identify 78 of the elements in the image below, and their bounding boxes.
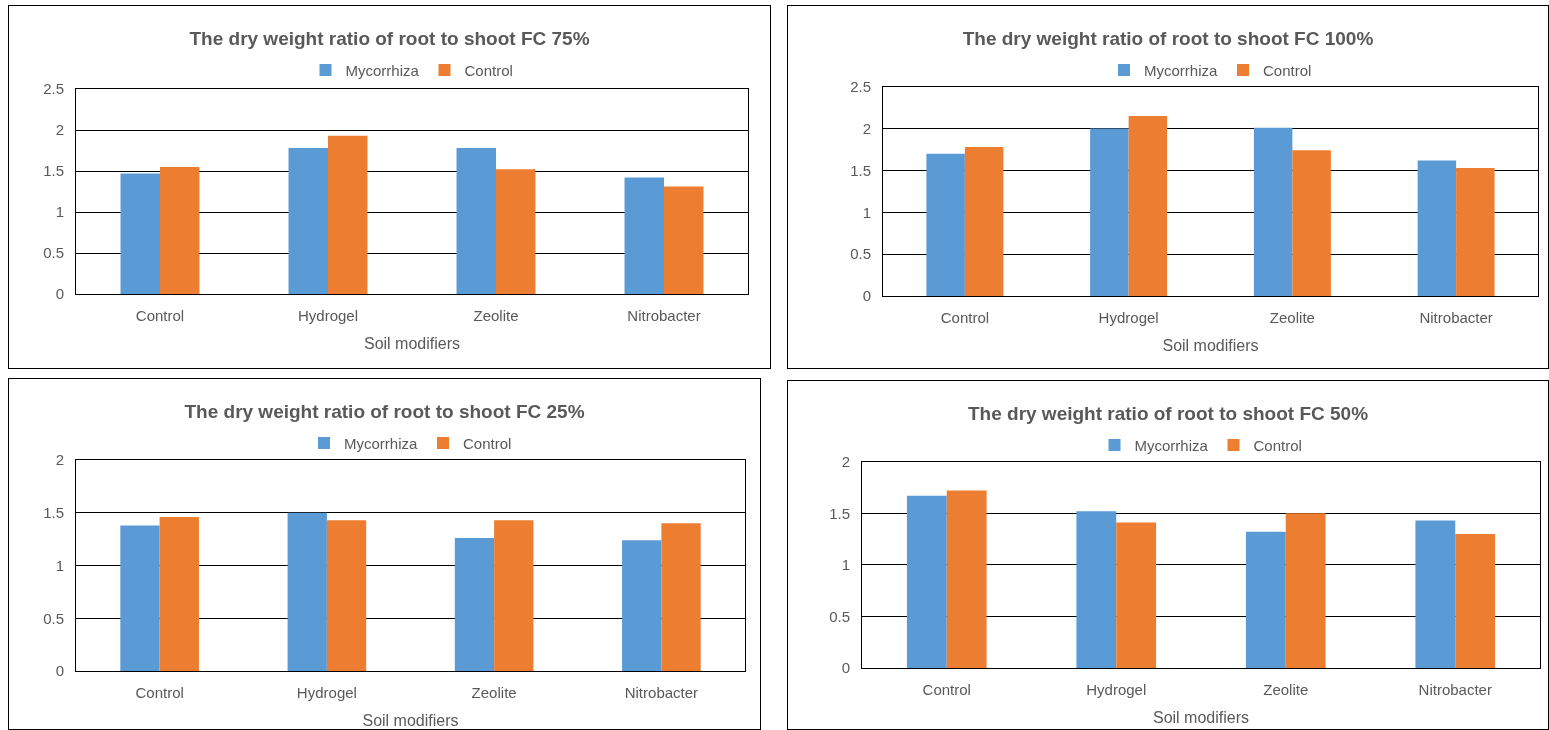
- bar: [120, 173, 160, 294]
- legend-label: Mycorrhiza: [344, 434, 418, 452]
- legend-label: Control: [1263, 61, 1312, 79]
- bar: [664, 186, 704, 294]
- x-axis-title: Soil modifiers: [362, 711, 459, 729]
- x-axis-title: Soil modifiers: [1152, 708, 1250, 726]
- y-tick-label: 0: [55, 285, 64, 303]
- y-tick-label: 2: [841, 452, 850, 470]
- y-tick-label: 0.5: [43, 609, 64, 627]
- y-tick-label: 1.5: [829, 504, 850, 522]
- bar: [1128, 116, 1168, 296]
- chart-title: The dry weight ratio of root to shoot FC 100%: [962, 28, 1374, 50]
- y-tick-label: 1: [55, 203, 64, 221]
- x-tick-label: Zeolite: [471, 684, 517, 701]
- y-tick-label: 1.5: [43, 162, 64, 180]
- x-tick-label: Hydrogel: [1098, 309, 1159, 326]
- x-tick-label: Hydrogel: [296, 684, 357, 701]
- legend-label: Control: [1253, 436, 1302, 454]
- bar: [1415, 520, 1456, 668]
- y-tick-label: 2.5: [43, 80, 64, 98]
- x-tick-label: Control: [922, 681, 971, 698]
- legend-label: Mycorrhiza: [345, 61, 420, 79]
- bar: [1455, 533, 1496, 668]
- y-tick-label: 0: [862, 287, 871, 305]
- y-tick-label: 1.5: [43, 504, 64, 521]
- legend-label: Mycorrhiza: [1144, 61, 1218, 79]
- bar: [456, 148, 496, 294]
- y-tick-label: 0.5: [829, 607, 850, 625]
- bar: [160, 166, 200, 294]
- legend-label: Control: [463, 434, 512, 452]
- bar: [288, 148, 328, 294]
- y-tick-label: 1: [841, 556, 850, 574]
- bar: [906, 495, 947, 668]
- bar: [496, 169, 536, 294]
- bar: [926, 153, 965, 296]
- x-tick-label: Nitrobacter: [627, 307, 701, 324]
- bar: [1456, 167, 1495, 296]
- y-tick-label: 0: [841, 659, 850, 677]
- chart-title: The dry weight ratio of root to shoot FC 25%: [184, 401, 585, 423]
- y-tick-label: 0.5: [43, 244, 64, 262]
- bar: [1285, 513, 1326, 668]
- x-tick-label: Zeolite: [1263, 681, 1309, 698]
- bar: [1090, 128, 1129, 296]
- y-tick-label: 1: [55, 556, 64, 574]
- x-axis-title: Soil modifiers: [1162, 336, 1259, 354]
- x-tick-label: Hydrogel: [297, 307, 359, 324]
- bar: [624, 177, 664, 294]
- x-tick-label: Control: [940, 309, 990, 326]
- x-tick-label: Control: [135, 684, 184, 701]
- y-tick-label: 1.5: [850, 161, 871, 179]
- y-tick-label: 2.5: [850, 77, 871, 95]
- bar: [946, 490, 987, 668]
- legend-label: Control: [464, 61, 513, 79]
- x-tick-label: Zeolite: [1269, 309, 1315, 326]
- x-tick-label: Zeolite: [473, 307, 519, 324]
- bar: [328, 135, 368, 294]
- y-tick-label: 2: [862, 119, 871, 137]
- bar: [1245, 531, 1286, 668]
- bar: [1253, 127, 1293, 296]
- bar: [1116, 522, 1157, 668]
- bar: [1292, 150, 1331, 296]
- x-tick-label: Hydrogel: [1086, 681, 1147, 698]
- x-tick-label: Control: [135, 307, 185, 324]
- x-tick-label: Nitrobacter: [1419, 309, 1493, 326]
- x-tick-label: Nitrobacter: [624, 684, 699, 701]
- legend-label: Mycorrhiza: [1134, 436, 1209, 454]
- bar: [1076, 511, 1117, 668]
- chart-title: The dry weight ratio of root to shoot FC 75%: [189, 28, 590, 50]
- bar: [1417, 160, 1457, 296]
- y-tick-label: 1: [862, 203, 871, 221]
- y-tick-label: 2: [55, 451, 64, 469]
- x-axis-title: Soil modifiers: [363, 334, 461, 352]
- y-tick-label: 0: [55, 662, 64, 680]
- bar: [964, 147, 1004, 296]
- y-tick-label: 0.5: [850, 245, 871, 263]
- x-tick-label: Nitrobacter: [1418, 681, 1492, 698]
- y-tick-label: 2: [55, 121, 64, 139]
- chart-title: The dry weight ratio of root to shoot FC 50%: [967, 403, 1369, 425]
